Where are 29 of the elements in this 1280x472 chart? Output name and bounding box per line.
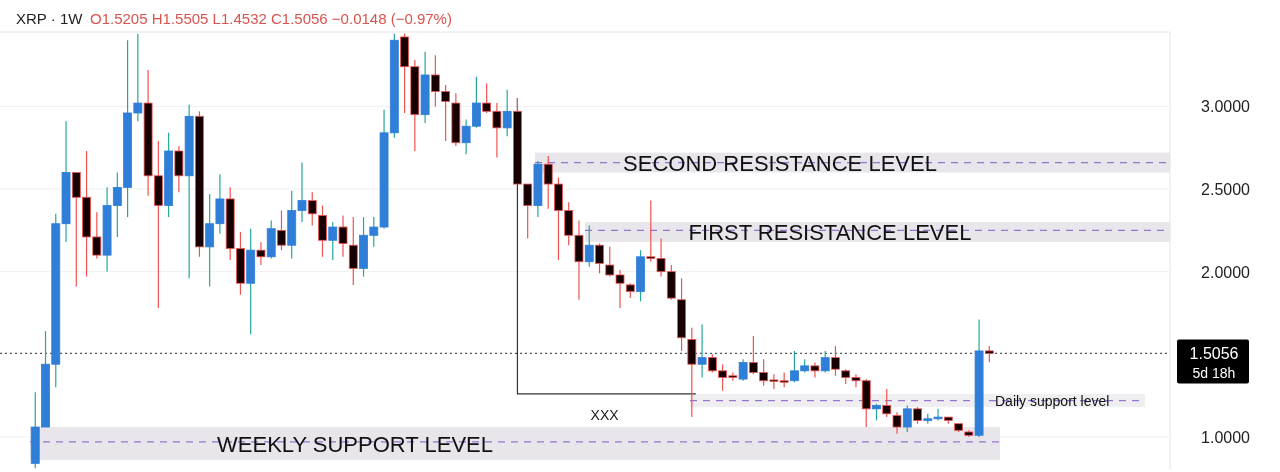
text: 5d 18h [1192,365,1236,382]
candlestick [328,221,338,261]
candlestick [277,209,286,251]
chart-title: XRP · 1W [16,10,84,27]
y-tick-label: 2.0000 [1201,263,1251,281]
y-tick-label: 3.0000 [1201,98,1251,116]
candlestick [307,191,317,226]
band-label: SECOND RESISTANCE LEVEL [623,150,937,176]
candlestick [882,388,892,418]
annotation: XXX [590,406,620,423]
candlestick [595,242,604,274]
band-label: Daily support level [995,392,1110,409]
candlestick [902,404,912,433]
candlestick [256,241,266,266]
candlestick [584,224,594,268]
ref-line-label: 1.5056 [1189,345,1239,363]
chart-subtitle: O1.5205 H1.5505 L1.4532 C1.5056 −0.0148 (−0.97%) [90,10,452,27]
candlestick [697,323,707,379]
y-tick-label: 2.5000 [1201,181,1251,199]
candlestick [831,345,840,377]
candlestick [892,411,902,435]
band-label: WEEKLY SUPPORT LEVEL [217,431,493,457]
y-tick-label: 1.0000 [1201,428,1251,446]
candlestick [820,350,830,374]
candlestick [338,214,348,258]
band-label: FIRST RESISTANCE LEVEL [688,219,972,245]
candlestick [348,216,358,286]
candlestick [738,358,748,382]
candlestick [502,89,512,137]
